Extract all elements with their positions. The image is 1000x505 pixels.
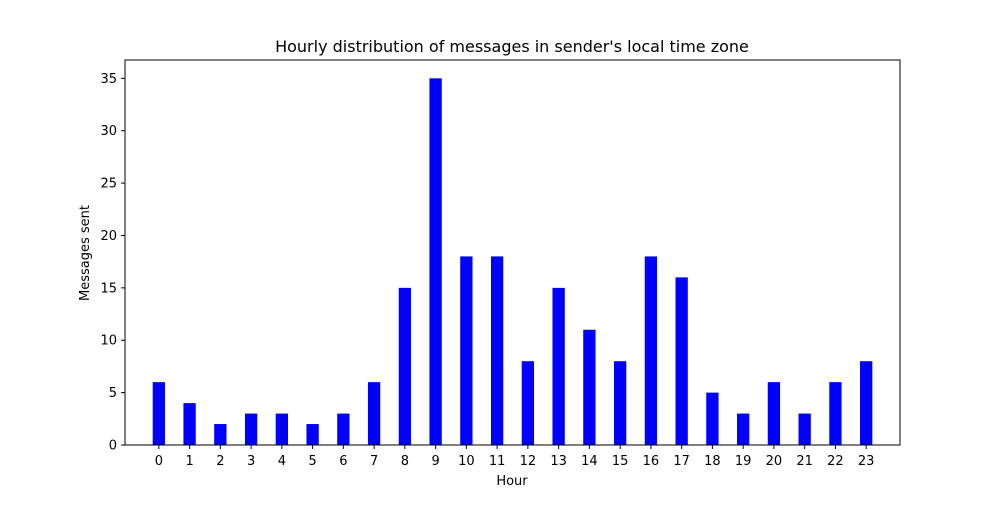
y-tick-label: 10: [100, 334, 117, 349]
y-axis-ticks: 0 5 10 15 20 25 30 35: [100, 72, 125, 454]
bar-hour-9: [429, 78, 442, 445]
x-tick-label: 3: [247, 454, 255, 469]
x-tick-label: 20: [766, 454, 783, 469]
x-axis-label: Hour: [496, 474, 528, 489]
bar-hour-19: [737, 413, 750, 445]
x-tick-label: 7: [370, 454, 378, 469]
x-tick-label: 9: [431, 454, 439, 469]
x-tick-label: 23: [858, 454, 875, 469]
x-tick-label: 4: [278, 454, 286, 469]
bar-hour-3: [244, 413, 258, 445]
bar-hour-2: [214, 424, 227, 445]
y-tick-label: 35: [100, 72, 117, 87]
x-tick-label: 17: [673, 454, 690, 469]
bar-hour-21: [798, 413, 811, 445]
x-tick-label: 19: [735, 454, 752, 469]
bar-hour-23: [860, 361, 873, 445]
x-tick-label: 0: [155, 454, 163, 469]
x-tick-label: 14: [581, 454, 598, 469]
bars-group: [152, 78, 873, 445]
y-tick-label: 20: [100, 229, 117, 244]
bar-hour-22: [829, 382, 842, 445]
bar-hour-6: [337, 413, 350, 445]
x-tick-label: 12: [520, 454, 537, 469]
bar-hour-17: [675, 277, 688, 445]
bar-hour-1: [183, 403, 196, 445]
x-tick-label: 15: [612, 454, 629, 469]
bar-hour-15: [613, 361, 627, 445]
bar-hour-8: [398, 287, 412, 445]
y-tick-label: 30: [100, 124, 117, 139]
x-tick-label: 21: [796, 454, 813, 469]
y-axis-label: Messages sent: [78, 205, 93, 301]
bar-hour-16: [644, 256, 658, 445]
x-tick-label: 16: [643, 454, 660, 469]
plot-frame: [124, 59, 901, 446]
bar-hour-18: [706, 392, 719, 445]
x-tick-label: 18: [704, 454, 721, 469]
x-tick-label: 6: [339, 454, 347, 469]
bar-hour-11: [490, 256, 504, 445]
y-tick-label: 0: [109, 439, 117, 454]
x-tick-label: 22: [827, 454, 844, 469]
bar-hour-7: [367, 382, 381, 445]
bar-hour-4: [275, 413, 288, 445]
x-tick-label: 5: [308, 454, 316, 469]
x-tick-label: 2: [216, 454, 224, 469]
x-tick-label: 8: [401, 454, 409, 469]
bar-hour-0: [152, 382, 165, 445]
bar-hour-14: [583, 329, 596, 445]
bar-hour-20: [767, 382, 781, 445]
bar-hour-13: [552, 287, 565, 445]
bar-hour-10: [460, 256, 473, 445]
x-tick-label: 11: [489, 454, 506, 469]
x-axis-ticks: 0 1 2 3 4 5 6 7 8 9 10 11 12 13 14 15 16 17 18 19 20 21 22 23: [155, 445, 875, 469]
y-tick-label: 15: [100, 281, 117, 296]
x-tick-label: 13: [550, 454, 567, 469]
chart-title: Hourly distribution of messages in sende…: [275, 37, 749, 56]
x-tick-label: 10: [458, 454, 475, 469]
bar-hour-5: [306, 424, 319, 445]
x-tick-label: 1: [185, 454, 193, 469]
y-tick-label: 25: [100, 177, 117, 192]
y-tick-label: 5: [109, 386, 117, 401]
bar-hour-12: [521, 361, 535, 445]
